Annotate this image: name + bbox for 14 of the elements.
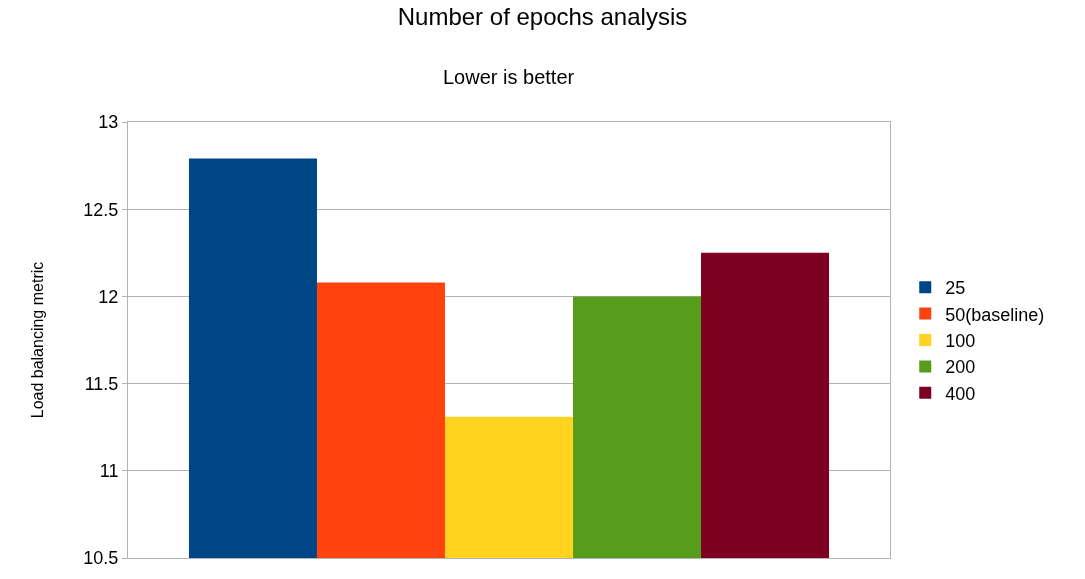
legend-label: 100 <box>945 331 976 352</box>
legend-label: 25 <box>945 278 966 299</box>
legend-label: 400 <box>945 383 976 404</box>
y-tick-label: 13 <box>98 112 119 133</box>
legend-label: 50(baseline) <box>945 304 1045 325</box>
legend-label: 200 <box>945 357 976 378</box>
y-axis-title: Load balancing metric <box>29 261 47 419</box>
chart-title: Number of epochs analysis <box>397 3 688 31</box>
chart-subtitle: Lower is better <box>443 66 575 88</box>
y-tick-label: 12 <box>98 286 119 307</box>
y-tick-label: 12.5 <box>83 199 119 220</box>
y-tick-label: 11 <box>99 461 119 482</box>
y-tick-label: 11.5 <box>84 373 119 394</box>
y-tick-label: 10.5 <box>83 548 119 569</box>
